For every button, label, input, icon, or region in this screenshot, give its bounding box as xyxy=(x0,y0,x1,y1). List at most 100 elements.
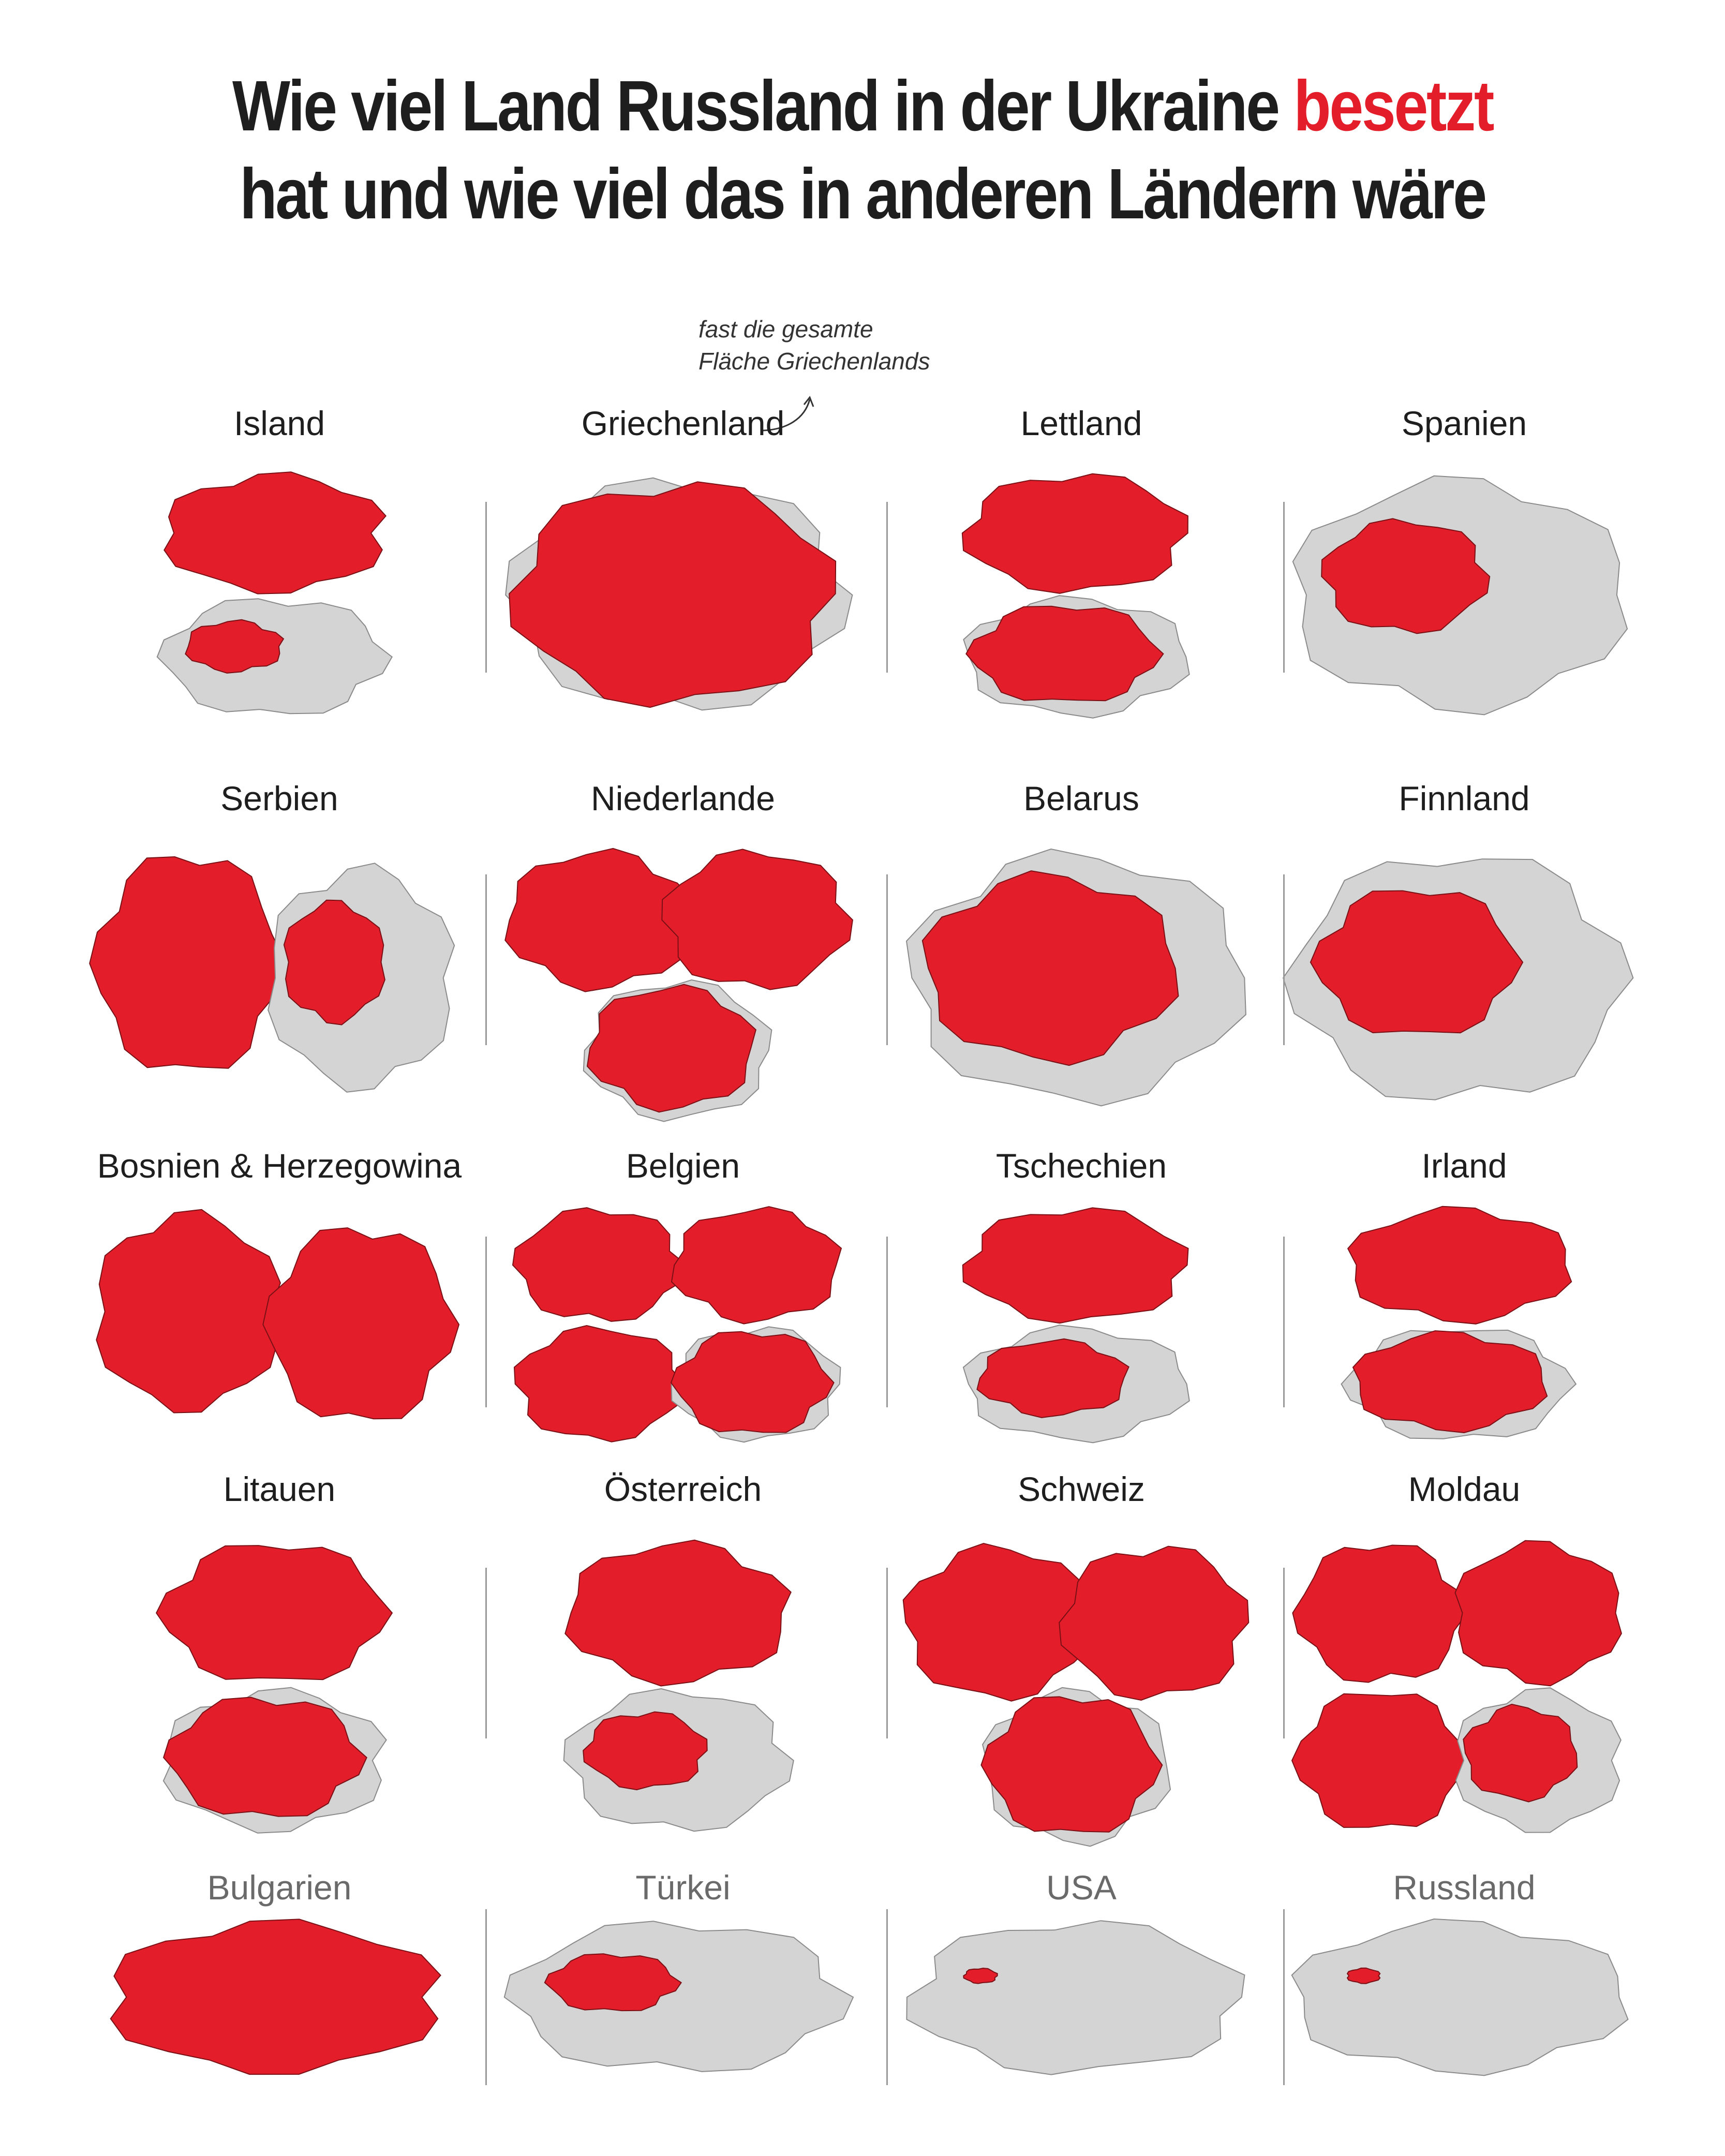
country-map xyxy=(962,1207,1189,1324)
column-divider xyxy=(1283,1237,1285,1407)
country-shape xyxy=(156,1545,393,1681)
column-divider xyxy=(485,1237,487,1407)
column-divider xyxy=(485,874,487,1045)
country-map xyxy=(156,1545,393,1681)
occupied-area xyxy=(283,899,385,1025)
country-shape xyxy=(110,1919,441,2075)
country-shape xyxy=(961,473,1188,594)
country-shape xyxy=(671,1206,842,1325)
column-divider xyxy=(485,1568,487,1738)
annotation-arrow-icon xyxy=(763,396,814,432)
country-label: Irland xyxy=(1421,1147,1507,1185)
country-shape xyxy=(1059,1545,1250,1701)
country-map xyxy=(661,849,853,990)
page-title: Wie viel Land Russland in der Ukraine be… xyxy=(121,62,1604,238)
occupied-area xyxy=(1463,1703,1578,1803)
occupied-area xyxy=(544,1953,682,2012)
column-divider xyxy=(485,1909,487,2085)
country-map xyxy=(503,1921,854,2072)
country-shape xyxy=(89,856,287,1069)
country-label: Österreich xyxy=(604,1470,762,1508)
country-shape xyxy=(512,1207,688,1322)
country-map xyxy=(504,847,694,992)
country-map xyxy=(1059,1545,1250,1701)
country-map xyxy=(96,1209,281,1414)
country-map xyxy=(505,477,853,711)
occupied-area xyxy=(1346,1967,1381,1984)
occupied-area xyxy=(963,1967,998,1984)
annotation-note: fast die gesamte Fläche Griechenlands xyxy=(698,313,930,377)
country-shape xyxy=(513,1325,686,1443)
occupied-area xyxy=(921,870,1179,1066)
country-maps xyxy=(89,856,455,1093)
country-shape xyxy=(504,847,694,992)
country-shape xyxy=(503,1921,854,2072)
country-map xyxy=(162,1687,387,1834)
country-map xyxy=(671,1206,842,1325)
country-label: Spanien xyxy=(1401,404,1527,442)
column-divider xyxy=(1283,502,1285,673)
country-label: Russland xyxy=(1393,1868,1536,1907)
country-map xyxy=(262,1227,460,1420)
country-maps xyxy=(156,471,393,715)
country-label: Belgien xyxy=(626,1147,740,1185)
country-label: Türkei xyxy=(635,1868,731,1907)
occupied-area xyxy=(586,984,757,1113)
country-map xyxy=(513,1325,686,1443)
country-map xyxy=(1283,858,1634,1101)
country-maps xyxy=(512,1206,842,1443)
country-map xyxy=(512,1207,688,1322)
occupied-area xyxy=(583,1711,708,1791)
country-maps xyxy=(156,1545,393,1834)
country-shape xyxy=(163,471,387,594)
country-map xyxy=(906,1920,1245,2075)
annotation-line-2: Fläche Griechenlands xyxy=(698,348,930,375)
country-maps xyxy=(1292,475,1628,716)
country-maps xyxy=(503,1921,854,2072)
country-shape xyxy=(96,1209,281,1414)
country-map xyxy=(1291,1918,1629,2076)
country-map xyxy=(1292,475,1628,716)
country-map xyxy=(670,1326,841,1443)
occupied-area xyxy=(670,1331,835,1433)
country-shape xyxy=(661,849,853,990)
occupied-area xyxy=(185,619,285,674)
country-label: Griechenland xyxy=(581,404,785,442)
column-divider xyxy=(886,874,888,1045)
country-map xyxy=(961,473,1188,594)
country-label: Moldau xyxy=(1408,1470,1521,1508)
country-maps xyxy=(504,847,853,1122)
country-shape xyxy=(962,1207,1189,1324)
country-maps xyxy=(906,1920,1245,2075)
country-map xyxy=(89,856,287,1069)
occupied-area xyxy=(509,481,837,708)
country-maps xyxy=(1283,858,1634,1101)
annotation-line-1: fast die gesamte xyxy=(698,316,873,343)
country-map xyxy=(1455,1687,1622,1833)
country-shape xyxy=(1291,1693,1469,1828)
country-map xyxy=(905,848,1246,1107)
country-label: Niederlande xyxy=(591,779,775,817)
country-maps xyxy=(1291,1918,1629,2076)
country-maps xyxy=(1291,1540,1622,1833)
country-shape xyxy=(262,1227,460,1420)
country-label: USA xyxy=(1046,1868,1117,1907)
occupied-area xyxy=(980,1696,1163,1833)
country-label: Bosnien & Herzegowina xyxy=(97,1147,462,1185)
country-map xyxy=(163,471,387,594)
country-maps xyxy=(110,1919,441,2075)
country-maps xyxy=(902,1542,1250,1847)
country-maps xyxy=(563,1539,794,1832)
occupied-area xyxy=(162,1697,367,1817)
country-label: Litauen xyxy=(223,1470,336,1508)
column-divider xyxy=(886,1568,888,1738)
country-map xyxy=(267,863,455,1093)
country-label: Serbien xyxy=(220,779,338,817)
title-line-2: hat und wie viel das in anderen Ländern … xyxy=(240,154,1487,234)
country-label: Belarus xyxy=(1023,779,1139,817)
country-maps xyxy=(962,1207,1190,1444)
title-highlight: besetzt xyxy=(1293,66,1494,146)
country-map xyxy=(1291,1693,1469,1828)
country-map xyxy=(156,598,393,715)
